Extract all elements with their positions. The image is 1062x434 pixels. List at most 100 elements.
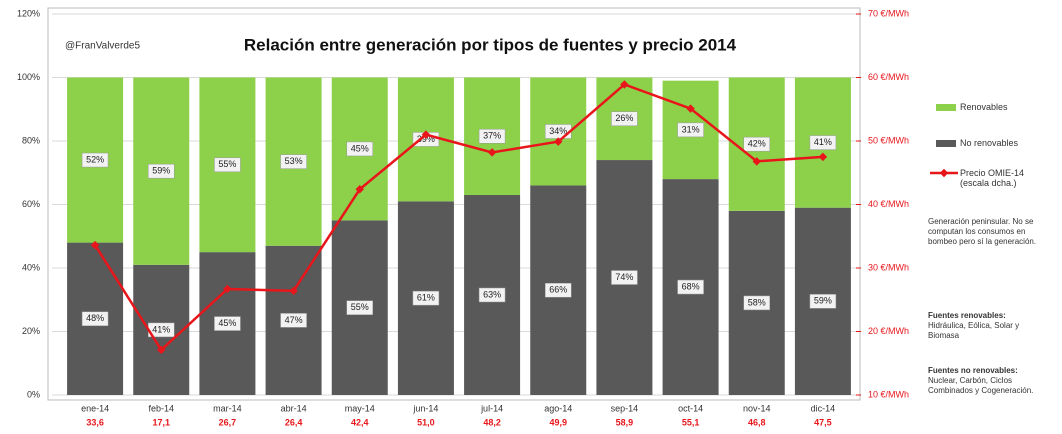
data-label: 41%: [152, 324, 170, 334]
y2-tick-label: 10 €/MWh: [868, 389, 909, 399]
legend-swatch: [936, 140, 956, 147]
price-marker: [289, 286, 298, 296]
data-label-box: [214, 157, 241, 173]
data-label-box: [545, 282, 572, 298]
y2-tick-label: 30 €/MWh: [868, 262, 909, 272]
annotation: @FranValverde5: [65, 41, 140, 52]
price-label: 46,8: [748, 417, 766, 427]
y-tick-label: 0%: [27, 389, 40, 399]
note: Hidráulica, Eólica, Solar y Biomasa: [928, 321, 1020, 340]
y2-tick-label: 50 €/MWh: [868, 135, 909, 145]
y-tick-label: 20%: [22, 326, 40, 336]
data-label-box: [478, 287, 506, 303]
data-label: 41%: [814, 137, 832, 147]
data-label: 61%: [417, 293, 435, 303]
price-marker: [487, 148, 497, 157]
price-label: 49,9: [549, 417, 567, 427]
x-tick-label: may-14: [345, 403, 375, 413]
data-label-box: [280, 154, 307, 169]
x-tick-label: jun-14: [412, 403, 438, 413]
note: Fuentes renovables:: [928, 311, 1006, 320]
price-label: 47,5: [814, 417, 832, 427]
data-label: 58%: [748, 297, 766, 307]
note: Fuentes no renovables:: [928, 366, 1018, 375]
note: Generación peninsular. No se computan lo…: [928, 217, 1037, 246]
data-label-box: [809, 294, 837, 309]
data-label-box: [677, 122, 704, 138]
data-label: 26%: [615, 113, 633, 123]
x-tick-label: dic-14: [811, 403, 836, 413]
y-tick-label: 40%: [22, 262, 40, 272]
data-label: 45%: [218, 318, 236, 328]
y2-tick-label: 40 €/MWh: [868, 199, 909, 209]
price-label: 17,1: [152, 417, 170, 427]
legend-label: No renovables: [960, 138, 1019, 148]
data-label: 59%: [814, 296, 832, 306]
y2-tick-label: 70 €/MWh: [868, 8, 909, 18]
legend-label: Renovables: [960, 102, 1008, 112]
data-label: 63%: [483, 289, 501, 299]
x-tick-label: oct-14: [678, 403, 703, 413]
price-label: 42,4: [351, 417, 369, 427]
y-tick-label: 120%: [17, 8, 40, 18]
price-marker: [355, 185, 364, 194]
y-tick-label: 80%: [22, 135, 40, 145]
x-tick-label: nov-14: [743, 403, 771, 413]
data-label-box: [677, 279, 704, 295]
data-label: 47%: [285, 315, 303, 325]
data-label-box: [743, 295, 770, 311]
x-tick-label: mar-14: [213, 403, 242, 413]
data-label: 66%: [549, 285, 567, 295]
data-label-box: [81, 311, 109, 327]
note: Nuclear, Carbón, Ciclos Combinados y Cog…: [928, 376, 1034, 395]
data-label-box: [214, 316, 241, 331]
x-tick-label: ene-14: [81, 403, 109, 413]
data-label: 55%: [218, 159, 236, 169]
price-label: 58,9: [616, 417, 634, 427]
x-tick-label: ago-14: [544, 403, 572, 413]
data-label-box: [611, 111, 638, 127]
data-label: 37%: [483, 131, 501, 141]
price-label: 48,2: [483, 417, 501, 427]
data-label: 52%: [86, 154, 104, 164]
data-label: 34%: [549, 126, 567, 136]
x-tick-label: feb-14: [148, 403, 174, 413]
data-label: 55%: [351, 302, 369, 312]
price-label: 51,0: [417, 417, 435, 427]
data-label-box: [81, 152, 109, 168]
data-label: 31%: [682, 124, 700, 134]
price-marker: [157, 345, 166, 355]
data-label-box: [809, 135, 837, 150]
data-label: 42%: [748, 139, 766, 149]
data-label: 68%: [682, 281, 700, 291]
price-label: 55,1: [682, 417, 700, 427]
x-tick-label: jul-14: [480, 403, 503, 413]
data-label-box: [148, 163, 175, 179]
data-label-box: [412, 290, 440, 306]
data-label: 45%: [351, 143, 369, 153]
legend-label: Precio OMIE-14 (escala dcha.): [960, 168, 1025, 188]
chart-title: Relación entre generación por tipos de f…: [244, 35, 737, 54]
price-line: [94, 83, 824, 352]
data-label: 48%: [86, 313, 104, 323]
data-label-box: [346, 141, 373, 157]
price-label: 26,7: [219, 417, 237, 427]
data-label-box: [611, 270, 638, 285]
price-label: 26,4: [285, 417, 303, 427]
data-label-box: [280, 313, 307, 328]
data-label: 53%: [285, 156, 303, 166]
price-marker: [223, 284, 232, 294]
x-tick-label: abr-14: [281, 403, 307, 413]
y-tick-label: 100%: [17, 72, 40, 82]
legend-swatch: [939, 168, 949, 178]
price-label: 33,6: [86, 417, 104, 427]
price-marker: [421, 130, 431, 139]
data-label-box: [743, 136, 770, 152]
y2-tick-label: 60 €/MWh: [868, 72, 909, 82]
y2-tick-label: 20 €/MWh: [868, 326, 909, 336]
data-label: 74%: [615, 272, 633, 282]
x-tick-label: sep-14: [611, 403, 639, 413]
data-label: 59%: [152, 166, 170, 176]
